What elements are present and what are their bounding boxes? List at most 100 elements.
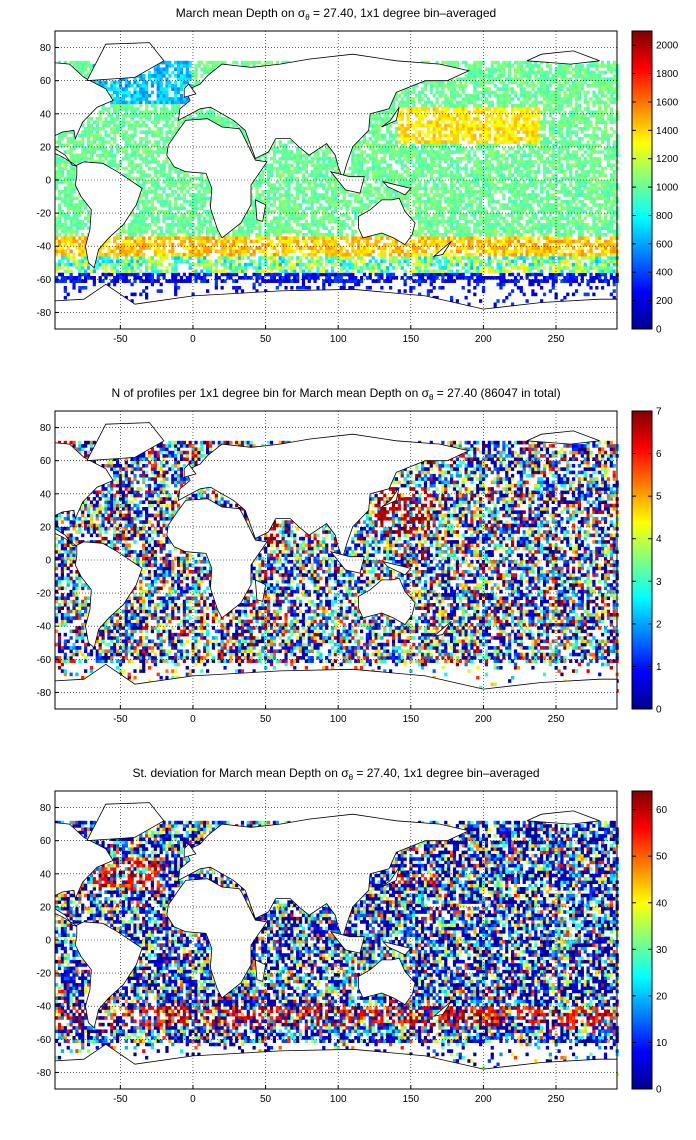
heatmap-cell [275, 150, 279, 154]
heatmap-cell [316, 272, 320, 277]
heatmap-cell [316, 242, 320, 247]
heatmap-cell [66, 213, 70, 217]
heatmap-cell [516, 249, 520, 254]
heatmap-cell [380, 259, 384, 264]
heatmap-cell [203, 236, 207, 240]
heatmap-cell [557, 216, 561, 221]
heatmap-cell [328, 150, 332, 154]
heatmap-cell [185, 246, 189, 250]
heatmap-cell [519, 236, 523, 240]
heatmap-cell [313, 276, 317, 280]
heatmap-cell [540, 223, 544, 227]
heatmap-cell [612, 156, 616, 161]
heatmap-cell [55, 239, 59, 244]
heatmap-cell [566, 266, 570, 270]
heatmap-cell [319, 246, 323, 250]
heatmap-cell [516, 242, 520, 247]
heatmap-cell [380, 252, 384, 257]
heatmap-cell [447, 219, 451, 224]
heatmap-cell [516, 173, 520, 177]
heatmap-cell [374, 242, 378, 247]
heatmap-cell [487, 213, 491, 217]
heatmap-cell [171, 256, 175, 260]
heatmap-cell [298, 156, 303, 161]
heatmap-cell [470, 256, 474, 260]
heatmap-cell [508, 213, 512, 217]
heatmap-cell [586, 256, 590, 260]
heatmap-cell [284, 143, 288, 148]
heatmap-cell [415, 256, 419, 260]
heatmap-cell [371, 156, 375, 161]
heatmap-cell [176, 279, 181, 283]
heatmap-cell [612, 176, 616, 181]
heatmap-cell [60, 276, 65, 280]
heatmap-cell [298, 246, 303, 250]
heatmap-cell [426, 276, 430, 280]
heatmap-cell [296, 150, 300, 154]
heatmap-cell [412, 272, 416, 277]
heatmap-cell [418, 276, 422, 280]
heatmap-cell [450, 216, 454, 221]
heatmap-cell [293, 213, 297, 217]
heatmap-cell [107, 272, 111, 277]
heatmap-cell [240, 246, 245, 250]
heatmap-cell [330, 213, 335, 217]
heatmap-cell [240, 229, 245, 234]
heatmap-cell [470, 193, 474, 197]
heatmap-cell [609, 203, 613, 207]
heatmap-cell [484, 249, 489, 254]
heatmap-cell [365, 242, 369, 247]
heatmap-cell [563, 262, 567, 267]
heatmap-cell [502, 226, 506, 230]
heatmap-cell [63, 226, 67, 230]
heatmap-cell [481, 150, 486, 154]
heatmap-cell [432, 232, 436, 237]
heatmap-cell [290, 193, 294, 197]
heatmap-cell [275, 249, 279, 254]
heatmap-cell [467, 236, 471, 240]
heatmap-cell [63, 180, 67, 184]
heatmap-cell [206, 226, 210, 230]
heatmap-cell [505, 262, 509, 267]
heatmap-cell [545, 259, 550, 264]
heatmap-cell [330, 252, 335, 257]
heatmap-cell [197, 232, 201, 237]
heatmap-cell [104, 276, 108, 280]
heatmap-cell [557, 223, 561, 227]
heatmap-cell [391, 176, 396, 181]
heatmap-cell [473, 216, 477, 221]
heatmap-cell [438, 272, 442, 277]
heatmap-cell [508, 166, 512, 171]
heatmap-cell [496, 209, 500, 214]
heatmap-cell [301, 186, 306, 191]
heatmap-cell [484, 216, 489, 221]
heatmap-cell [345, 249, 349, 254]
heatmap-cell [357, 266, 361, 270]
heatmap-cell [319, 173, 323, 177]
heatmap-cell [450, 203, 454, 207]
heatmap-cell [147, 242, 152, 247]
heatmap-cell [493, 232, 497, 237]
heatmap-cell [548, 272, 552, 277]
heatmap-cell [78, 213, 82, 217]
heatmap-cell [476, 256, 480, 260]
heatmap-cell [525, 236, 529, 240]
heatmap-cell [412, 285, 416, 290]
heatmap-cell [499, 276, 503, 280]
heatmap-cell [275, 285, 279, 290]
heatmap-cell [580, 166, 584, 171]
heatmap-cell [583, 163, 587, 168]
heatmap-cell [438, 259, 442, 264]
heatmap-cell [357, 256, 361, 260]
heatmap-cell [412, 203, 416, 207]
heatmap-cell [450, 206, 454, 211]
heatmap-cell [513, 166, 518, 171]
heatmap-cell [569, 166, 573, 171]
heatmap-cell [461, 166, 465, 171]
heatmap-cell [569, 213, 573, 217]
heatmap-cell [214, 239, 218, 244]
heatmap-cell [467, 262, 471, 267]
heatmap-cell [362, 186, 367, 191]
heatmap-cell [319, 223, 323, 227]
heatmap-cell [269, 272, 274, 277]
